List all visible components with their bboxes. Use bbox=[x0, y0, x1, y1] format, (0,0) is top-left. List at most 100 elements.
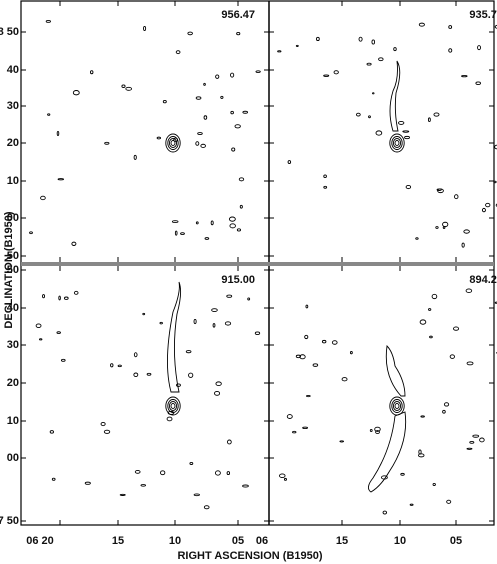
contour bbox=[475, 81, 481, 85]
contour bbox=[429, 335, 433, 339]
contour bbox=[193, 318, 197, 325]
contour bbox=[195, 96, 202, 100]
contour bbox=[431, 293, 438, 300]
contour bbox=[167, 136, 179, 150]
contour bbox=[409, 503, 414, 506]
contour bbox=[171, 220, 179, 223]
contour bbox=[432, 482, 436, 486]
contour bbox=[287, 160, 292, 165]
contour bbox=[57, 178, 65, 181]
x-axis-label: RIGHT ASCENSION (B1950) bbox=[177, 550, 322, 562]
contour bbox=[323, 185, 328, 189]
contour bbox=[159, 321, 163, 325]
contour bbox=[214, 470, 221, 476]
contour bbox=[167, 399, 179, 413]
y-tick-label: 10 bbox=[7, 175, 19, 187]
contour bbox=[391, 399, 403, 413]
contour bbox=[162, 99, 167, 104]
x-tick-label: 06 bbox=[256, 535, 268, 547]
contour bbox=[203, 82, 206, 86]
contour bbox=[493, 180, 497, 184]
contour bbox=[170, 140, 176, 146]
x-tick-label: 15 bbox=[112, 535, 124, 547]
contour bbox=[461, 74, 468, 78]
contour bbox=[419, 319, 427, 325]
y-tick-label: 20 bbox=[7, 137, 19, 149]
contour bbox=[427, 117, 431, 122]
contour bbox=[405, 184, 412, 190]
y-tick-label: 78 50 bbox=[0, 26, 19, 38]
contour bbox=[375, 130, 383, 136]
contour bbox=[339, 440, 345, 443]
contour bbox=[366, 62, 372, 66]
contour bbox=[60, 358, 66, 362]
contour bbox=[433, 112, 440, 117]
contour bbox=[58, 295, 61, 301]
contour bbox=[254, 331, 261, 335]
contour bbox=[142, 312, 146, 316]
x-tick-label: 10 bbox=[394, 535, 406, 547]
contour bbox=[229, 223, 236, 229]
contour bbox=[494, 301, 497, 304]
contour bbox=[428, 308, 432, 311]
contour bbox=[121, 84, 126, 88]
contour bbox=[446, 499, 452, 504]
contour bbox=[134, 470, 141, 474]
contour bbox=[175, 50, 181, 55]
contour bbox=[368, 411, 407, 493]
contour bbox=[485, 202, 491, 208]
x-tick-label: 06 20 bbox=[26, 535, 54, 547]
contour bbox=[140, 484, 147, 487]
contour bbox=[170, 403, 176, 409]
contour bbox=[333, 70, 339, 75]
contour bbox=[391, 136, 403, 150]
contour bbox=[214, 391, 221, 396]
contour bbox=[304, 334, 309, 340]
contour bbox=[211, 308, 218, 312]
contour bbox=[39, 338, 43, 341]
contour bbox=[133, 352, 138, 358]
contour bbox=[400, 472, 405, 476]
contour bbox=[454, 194, 459, 200]
contour bbox=[449, 354, 455, 359]
y-tick-label: 00 bbox=[7, 212, 19, 224]
contour bbox=[176, 383, 181, 387]
contour bbox=[435, 226, 439, 229]
contour bbox=[402, 130, 410, 133]
contour bbox=[495, 203, 497, 207]
contour bbox=[371, 39, 376, 45]
contour bbox=[369, 428, 373, 433]
y-tick-label: 40 bbox=[7, 64, 19, 76]
contour bbox=[358, 36, 363, 42]
contour bbox=[110, 363, 114, 368]
contour bbox=[103, 429, 111, 434]
contour bbox=[283, 477, 287, 481]
y-tick-label: 50 bbox=[7, 264, 19, 276]
contour bbox=[195, 141, 200, 146]
contour bbox=[189, 462, 194, 465]
contour bbox=[374, 426, 381, 432]
contour bbox=[418, 449, 422, 455]
contour bbox=[356, 112, 361, 117]
x-tick-label: 15 bbox=[336, 535, 348, 547]
contour bbox=[292, 430, 297, 434]
contour bbox=[45, 19, 51, 23]
contour bbox=[197, 132, 203, 135]
panel-label: 935.74 bbox=[469, 9, 497, 21]
contour bbox=[398, 120, 405, 125]
contour bbox=[385, 345, 406, 397]
contour bbox=[236, 228, 242, 232]
contour bbox=[382, 510, 388, 515]
contour bbox=[174, 230, 178, 236]
contour bbox=[305, 394, 311, 398]
contour bbox=[299, 354, 306, 360]
contour bbox=[349, 351, 353, 355]
contour bbox=[418, 22, 425, 27]
contour bbox=[133, 154, 137, 160]
contour bbox=[185, 350, 192, 354]
contour bbox=[143, 26, 147, 32]
contour bbox=[442, 221, 449, 228]
contour bbox=[472, 434, 480, 438]
contour bbox=[188, 372, 194, 378]
